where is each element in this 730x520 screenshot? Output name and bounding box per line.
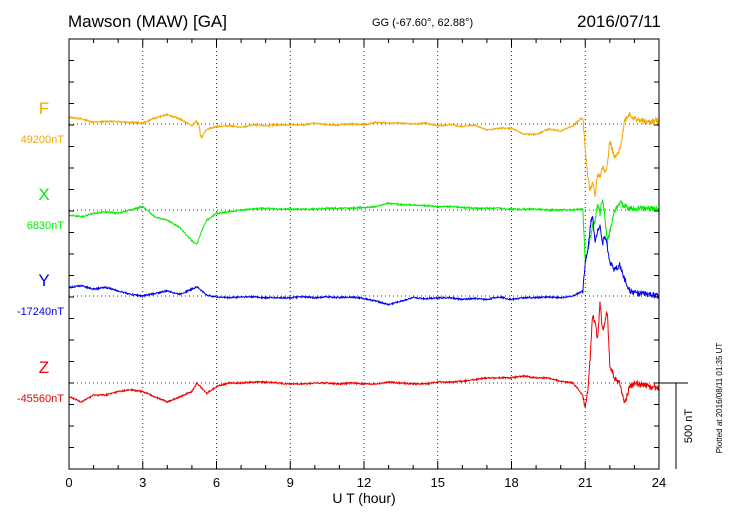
series-line-x <box>68 199 660 261</box>
x-tick-label-9: 9 <box>287 475 294 490</box>
label-layer: 0 3 6 9 12 15 18 21 24 F 49200nT X 6830nT Y -17240nT Z -… <box>17 99 666 490</box>
x-tick-label-6: 6 <box>213 475 220 490</box>
x-tick-label-18: 18 <box>504 475 518 490</box>
series-layer <box>68 112 660 409</box>
series-name-y: Y <box>38 271 49 290</box>
x-tick-label-12: 12 <box>357 475 371 490</box>
baseline-label-f: 49200nT <box>21 134 65 146</box>
series-line-f <box>68 112 660 198</box>
grid-layer <box>69 39 659 469</box>
x-tick-label-21: 21 <box>578 475 592 490</box>
series-line-z <box>68 301 660 409</box>
plotted-at-note: Plotted at 2016/08/11 01:35 UT <box>715 343 724 454</box>
x-axis-label: U T (hour) <box>332 490 395 506</box>
x-tick-label-15: 15 <box>431 475 445 490</box>
tick-layer <box>68 39 660 469</box>
x-tick-label-0: 0 <box>65 475 72 490</box>
station-title: Mawson (MAW) [GA] <box>68 12 227 31</box>
series-name-z: Z <box>39 358 49 377</box>
plot-date: 2016/07/11 <box>577 12 661 31</box>
series-name-x: X <box>38 185 49 204</box>
scale-bar-label: 500 nT <box>683 409 695 444</box>
x-tick-label-24: 24 <box>652 475 666 490</box>
baseline-label-z: -45560nT <box>17 393 64 405</box>
x-tick-label-3: 3 <box>139 475 146 490</box>
series-line-y <box>68 216 660 306</box>
station-coordinates: GG (-67.60°, 62.88°) <box>372 17 474 29</box>
baseline-label-y: -17240nT <box>17 306 64 318</box>
scale-bar: 500 nT <box>659 382 695 469</box>
baseline-label-x: 6830nT <box>27 220 65 232</box>
series-name-f: F <box>39 99 49 118</box>
